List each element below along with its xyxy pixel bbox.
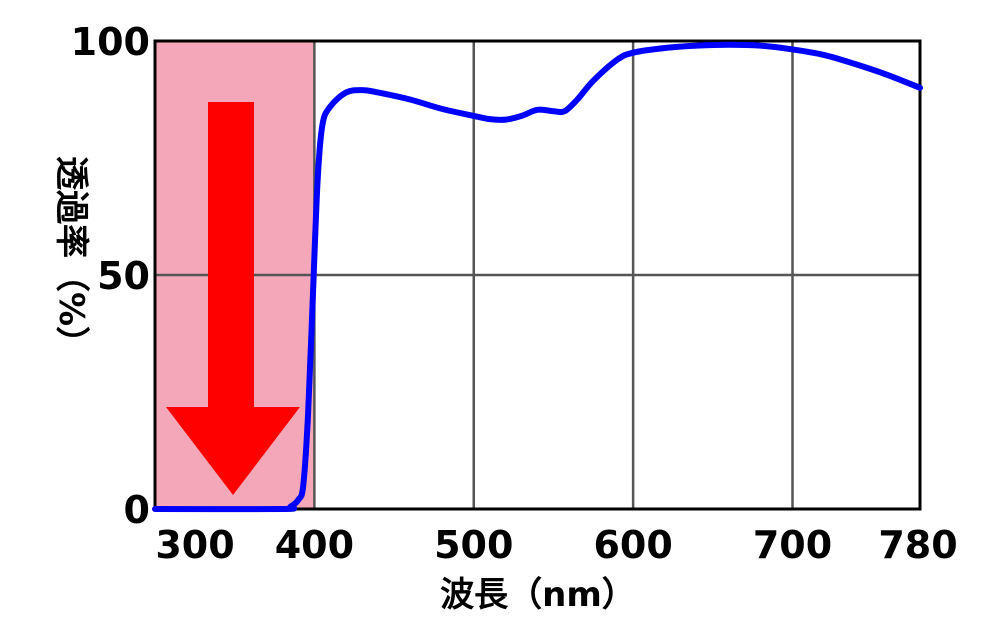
x-tick-labels: 300 400 500 600 700 780 — [155, 523, 957, 567]
y-axis-label: 透過率（%） — [51, 156, 91, 360]
grid — [155, 41, 920, 509]
series-line — [152, 41, 923, 513]
y-tick-label: 50 — [97, 254, 150, 298]
x-tick-label: 300 — [155, 523, 234, 567]
x-tick-label: 600 — [593, 523, 672, 567]
down-arrow-icon — [166, 102, 300, 495]
y-tick-labels: 0 50 100 — [71, 20, 150, 532]
x-tick-label: 780 — [878, 523, 957, 567]
x-tick-label: 500 — [434, 523, 513, 567]
plot-frame — [153, 39, 922, 511]
x-tick-label: 700 — [753, 523, 832, 567]
y-tick-label: 100 — [71, 20, 150, 64]
x-axis-label: 波長（nm） — [440, 575, 636, 615]
y-tick-label: 0 — [124, 488, 150, 532]
arrow-shape — [166, 102, 300, 495]
x-tick-label: 400 — [275, 523, 354, 567]
